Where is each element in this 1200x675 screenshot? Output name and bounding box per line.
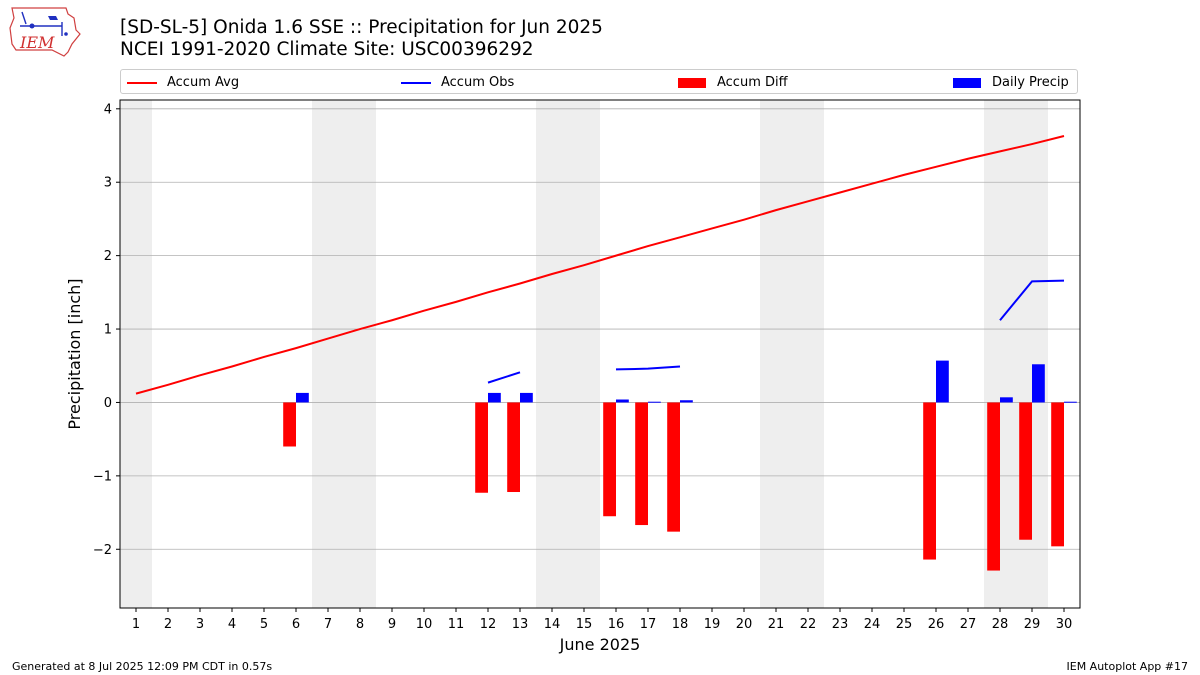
title-line-2: NCEI 1991-2020 Climate Site: USC00396292	[120, 39, 534, 60]
legend-accum-avg-label: Accum Avg	[167, 75, 240, 90]
accum-diff-bar	[923, 402, 936, 560]
x-tick-label: 28	[992, 617, 1009, 632]
y-tick-label: 1	[104, 323, 112, 338]
y-tick-label: 4	[104, 102, 112, 117]
accum-diff-bar	[1019, 402, 1032, 540]
x-tick-label: 3	[196, 617, 204, 632]
daily-precip-bar	[648, 401, 661, 403]
accum-diff-bar	[475, 402, 488, 493]
y-tick-label: 3	[104, 176, 112, 191]
accum-diff-bar	[507, 402, 520, 493]
daily-precip-bar	[616, 399, 629, 403]
x-tick-label: 14	[544, 617, 561, 632]
x-tick-label: 23	[832, 617, 849, 632]
x-tick-label: 6	[292, 617, 300, 632]
accum-obs-line	[615, 365, 681, 371]
y-tick-label: 2	[104, 249, 112, 264]
logo-text: IEM	[19, 33, 55, 52]
daily-precip-bar	[936, 360, 949, 403]
accum-diff-bar	[987, 402, 1000, 571]
x-tick-label: 5	[260, 617, 268, 632]
accum-diff-bar	[283, 402, 296, 447]
legend-accum-diff-label: Accum Diff	[717, 75, 788, 90]
x-tick-label: 13	[512, 617, 529, 632]
accum-diff-bar	[635, 402, 648, 526]
x-tick-label: 2	[164, 617, 172, 632]
y-tick-label: −2	[93, 543, 112, 558]
x-tick-label: 18	[672, 617, 689, 632]
legend-daily-precip-label: Daily Precip	[992, 75, 1069, 90]
x-tick-label: 11	[448, 617, 465, 632]
x-axis-label: June 2025	[559, 635, 641, 654]
daily-precip-bar	[1000, 397, 1013, 403]
x-tick-label: 27	[960, 617, 977, 632]
x-tick-label: 1	[132, 617, 140, 632]
x-tick-label: 25	[896, 617, 913, 632]
footer-generated: Generated at 8 Jul 2025 12:09 PM CDT in …	[12, 660, 273, 673]
footer-app: IEM Autoplot App #17	[1066, 660, 1189, 673]
y-tick-label: 0	[104, 396, 112, 411]
daily-precip-bar	[488, 392, 501, 403]
x-tick-label: 22	[800, 617, 817, 632]
chart-title: [SD-SL-5] Onida 1.6 SSE :: Precipitation…	[120, 17, 603, 61]
x-tick-label: 17	[640, 617, 657, 632]
x-tick-label: 15	[576, 617, 593, 632]
x-tick-label: 8	[356, 617, 364, 632]
weekend-shading	[120, 100, 1048, 608]
x-tick-label: 24	[864, 617, 881, 632]
grid-lines	[120, 108, 1080, 550]
accum-obs-line	[999, 279, 1065, 321]
x-tick-label: 7	[324, 617, 332, 632]
daily-precip-bar	[520, 392, 533, 403]
weekend-shade	[536, 100, 600, 608]
line-marks	[135, 135, 1065, 395]
accum-diff-bar	[1051, 402, 1064, 547]
x-tick-label: 26	[928, 617, 945, 632]
plot-frame	[119, 99, 1081, 609]
x-tick-label: 29	[1024, 617, 1041, 632]
x-tick-label: 19	[704, 617, 721, 632]
legend-accum-avg-swatch	[127, 81, 157, 84]
x-tick-label: 21	[768, 617, 785, 632]
legend-accum-diff: Accum Diff	[678, 70, 788, 95]
weekend-shade	[312, 100, 376, 608]
accum-diff-bar	[603, 402, 616, 517]
daily-precip-bar	[1064, 401, 1077, 403]
x-tick-label: 12	[480, 617, 497, 632]
accum-diff-bar	[667, 402, 680, 532]
x-tick-label: 4	[228, 617, 236, 632]
iem-logo: IEM	[9, 7, 81, 57]
weekend-shade	[760, 100, 824, 608]
x-tick-label: 16	[608, 617, 625, 632]
weekend-shade	[120, 100, 152, 608]
y-axis-label: Precipitation [inch]	[65, 278, 84, 429]
legend-daily-precip: Daily Precip	[953, 70, 1069, 95]
x-tick-label: 30	[1056, 617, 1073, 632]
legend-daily-precip-swatch	[953, 77, 981, 88]
accum-obs-line	[487, 371, 521, 384]
y-tick-label: −1	[93, 469, 112, 484]
x-tick-label: 20	[736, 617, 753, 632]
title-line-1: [SD-SL-5] Onida 1.6 SSE :: Precipitation…	[120, 17, 603, 38]
accum-avg-line	[135, 135, 1065, 395]
daily-precip-bar	[296, 392, 309, 403]
bar-marks	[283, 360, 1077, 571]
x-tick-label: 9	[388, 617, 396, 632]
legend-accum-diff-swatch	[678, 77, 706, 88]
legend-accum-avg: Accum Avg	[127, 70, 239, 95]
legend-accum-obs-label: Accum Obs	[441, 75, 515, 90]
legend-accum-obs-swatch	[401, 81, 431, 84]
daily-precip-bar	[1032, 364, 1045, 403]
daily-precip-bar	[680, 400, 693, 403]
legend: Accum Avg Accum Obs Accum Diff Daily Pre…	[120, 69, 1078, 94]
legend-accum-obs: Accum Obs	[401, 70, 514, 95]
x-tick-label: 10	[416, 617, 433, 632]
